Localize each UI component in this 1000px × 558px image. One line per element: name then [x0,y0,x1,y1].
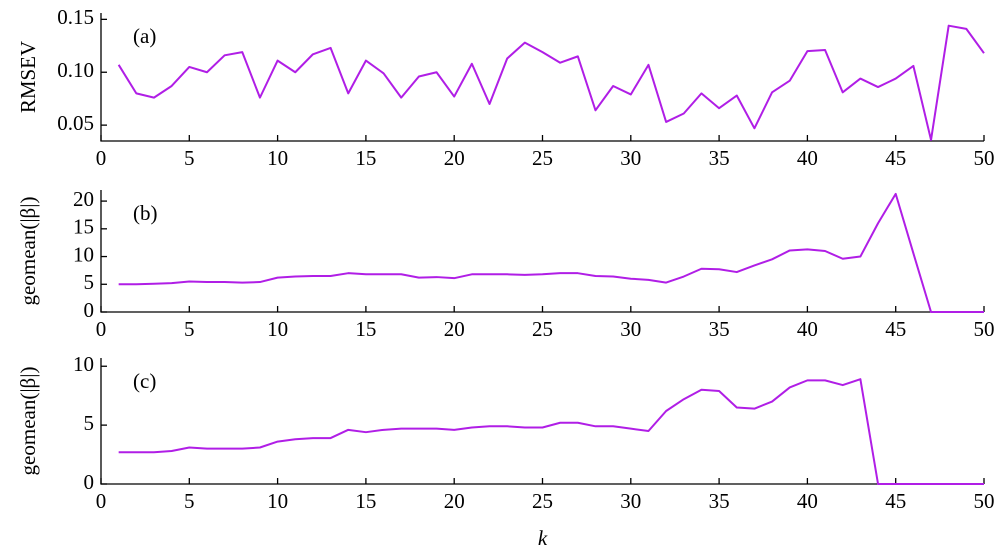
y-axis-label: RMSEV [16,41,40,113]
x-tick-label: 25 [532,317,553,341]
x-tick-label: 25 [532,146,553,170]
y-tick-label: 20 [73,187,94,211]
x-tick-label: 10 [267,146,288,170]
x-tick-label: 5 [184,489,195,513]
x-tick-label: 40 [797,317,818,341]
y-tick-label: 0.15 [57,5,94,29]
y-axis-label: geomean(|β|) [16,197,40,306]
y-tick-label: 0.10 [57,58,94,82]
x-tick-label: 45 [885,489,906,513]
x-tick-label: 15 [355,317,376,341]
y-tick-label: 0 [84,298,95,322]
x-tick-label: 40 [797,489,818,513]
x-tick-label: 10 [267,489,288,513]
y-tick-label: 15 [73,215,94,239]
axis-line [100,358,984,485]
x-tick-label: 25 [532,489,553,513]
x-tick-label: 20 [444,317,465,341]
y-tick-label: 5 [84,270,95,294]
x-tick-label: 35 [709,489,730,513]
x-tick-label: 5 [184,146,195,170]
axis-line [100,190,984,313]
panel-annotation: (b) [133,201,158,225]
x-tick-label: 45 [885,317,906,341]
x-tick-label: 50 [974,317,995,341]
panel-annotation: (c) [133,369,156,393]
data-line [118,378,984,485]
data-line [117,24,985,141]
x-tick-label: 50 [974,489,995,513]
x-tick-label: 30 [620,146,641,170]
x-tick-label: 30 [620,489,641,513]
x-tick-label: 30 [620,317,641,341]
data-line [118,192,984,313]
y-tick-label: 0.05 [57,111,94,135]
x-tick-label: 35 [709,146,730,170]
x-tick-label: 10 [267,317,288,341]
y-axis-label: geomean(|β|) [16,367,40,476]
axis-line [100,13,984,142]
panel-annotation: (a) [133,24,156,48]
x-tick-label: 20 [444,146,465,170]
y-tick-label: 5 [84,411,95,435]
y-tick-label: 10 [73,242,94,266]
x-tick-label: 0 [96,317,107,341]
x-tick-label: 20 [444,489,465,513]
y-tick-label: 10 [73,352,94,376]
x-tick-label: 40 [797,146,818,170]
x-tick-label: 5 [184,317,195,341]
x-tick-label: 0 [96,489,107,513]
x-tick-label: 45 [885,146,906,170]
x-tick-label: 15 [355,489,376,513]
x-tick-label: 50 [974,146,995,170]
y-tick-label: 0 [84,470,95,494]
x-tick-label: 35 [709,317,730,341]
x-tick-label: 0 [96,146,107,170]
x-axis-label: k [538,526,548,550]
x-tick-label: 15 [355,146,376,170]
